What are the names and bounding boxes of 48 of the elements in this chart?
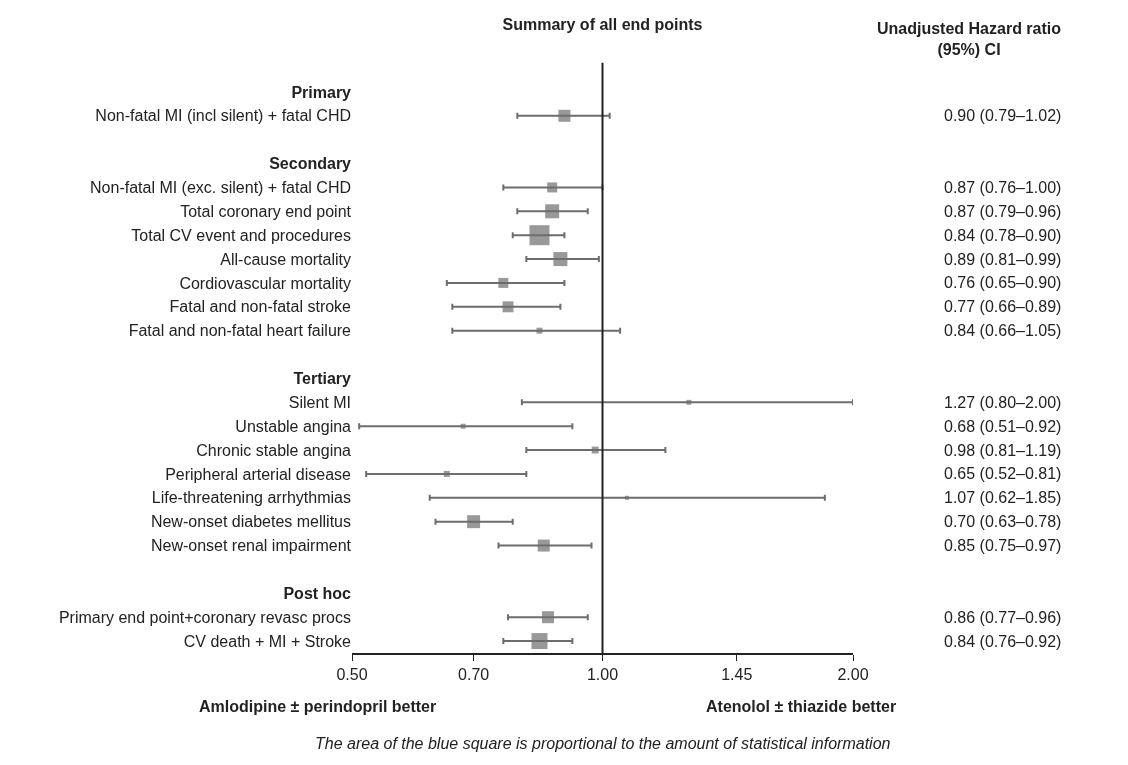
- y-tick-label: Total CV event and procedures: [131, 226, 351, 244]
- data-label: 0.68 (0.51–0.92): [944, 418, 1062, 435]
- y-tick-label: Post hoc: [283, 584, 352, 602]
- x-tick-label: 0.70: [458, 666, 490, 684]
- y-tick-label: Chronic stable angina: [196, 441, 352, 459]
- data-label: 0.84 (0.66–1.05): [944, 322, 1062, 339]
- y-tick-label: Non-fatal MI (incl silent) + fatal CHD: [95, 107, 351, 125]
- y-tick-label: Non-fatal MI (exc. silent) + fatal CHD: [90, 179, 351, 197]
- y-tick-label: Tertiary: [293, 370, 352, 388]
- y-tick-label: Fatal and non-fatal stroke: [169, 298, 352, 316]
- y-tick-label: Life-threatening arrhythmias: [151, 489, 351, 507]
- data-label: 0.70 (0.63–0.78): [944, 513, 1062, 530]
- y-tick-label: Cordiovascular mortality: [179, 274, 351, 292]
- x-tick-label: 0.50: [336, 666, 368, 684]
- data-label: 1.07 (0.62–1.85): [944, 489, 1062, 506]
- x-tick-label: 1.45: [721, 666, 753, 684]
- text: The area of the blue square is proportional to the amount of statistical information: [315, 735, 891, 752]
- chart-title: Summary of all end points: [502, 16, 703, 34]
- x-tick-label: 1.00: [586, 666, 619, 684]
- data-label: 0.87 (0.76–1.00): [944, 179, 1062, 196]
- data-label: 0.98 (0.81–1.19): [944, 442, 1062, 459]
- text: Amlodipine ± perindopril better: [199, 698, 437, 715]
- data-label: 0.89 (0.81–0.99): [944, 251, 1062, 268]
- x-tick-label: 2.00: [837, 666, 869, 684]
- y-tick-label: Fatal and non-fatal heart failure: [128, 322, 352, 340]
- y-tick-label: Silent MI: [288, 393, 351, 411]
- y-tick-label: Unstable angina: [235, 417, 352, 435]
- text: Unadjusted Hazard ratio (95%) CI: [877, 20, 1062, 58]
- data-label: 0.76 (0.65–0.90): [944, 274, 1062, 291]
- data-label: 0.77 (0.66–0.89): [944, 298, 1062, 315]
- data-label: 0.65 (0.52–0.81): [944, 465, 1062, 482]
- data-label: 0.90 (0.79–1.02): [944, 107, 1062, 124]
- y-tick-label: Total coronary end point: [180, 202, 352, 220]
- y-tick-label: Primary: [291, 83, 352, 101]
- data-label: 0.85 (0.75–0.97): [944, 537, 1062, 554]
- data-label: 0.84 (0.76–0.92): [944, 633, 1062, 650]
- data-label: 0.86 (0.77–0.96): [944, 609, 1062, 626]
- y-tick-label: All-cause mortality: [220, 250, 351, 268]
- y-tick-label: New-onset renal impairment: [150, 537, 352, 555]
- y-tick-label: Primary end point+coronary revasc procs: [58, 608, 351, 626]
- y-tick-label: Peripheral arterial disease: [165, 465, 352, 483]
- data-label: 1.27 (0.80–2.00): [944, 394, 1062, 411]
- data-label: 0.87 (0.79–0.96): [944, 203, 1062, 220]
- y-tick-label: Secondary: [269, 155, 352, 173]
- text: Atenolol ± thiazide better: [706, 698, 897, 715]
- data-label: 0.84 (0.78–0.90): [944, 227, 1062, 244]
- y-tick-label: New-onset diabetes mellitus: [150, 513, 351, 531]
- y-tick-label: CV death + MI + Stroke: [183, 632, 352, 650]
